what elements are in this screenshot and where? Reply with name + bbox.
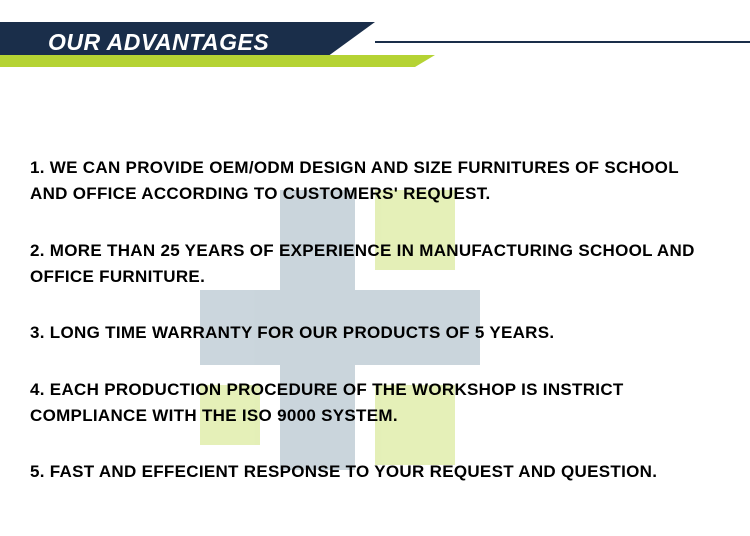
green-accent-triangle bbox=[415, 55, 435, 67]
advantages-list: 1. WE CAN PROVIDE OEM/ODM DESIGN AND SIZ… bbox=[0, 70, 750, 536]
header-title: OUR ADVANTAGES bbox=[48, 29, 269, 56]
list-item: 5. FAST AND EFFECIENT RESPONSE TO YOUR R… bbox=[30, 459, 720, 485]
list-item: 2. MORE THAN 25 YEARS OF EXPERIENCE IN M… bbox=[30, 238, 720, 291]
list-item: 3. LONG TIME WARRANTY FOR OUR PRODUCTS O… bbox=[30, 320, 720, 346]
list-item: 1. WE CAN PROVIDE OEM/ODM DESIGN AND SIZ… bbox=[30, 155, 720, 208]
list-item: 4. EACH PRODUCTION PROCEDURE OF THE WORK… bbox=[30, 377, 720, 430]
header-bar: OUR ADVANTAGES bbox=[0, 0, 750, 70]
header-line bbox=[375, 41, 750, 43]
green-accent bbox=[0, 55, 415, 67]
